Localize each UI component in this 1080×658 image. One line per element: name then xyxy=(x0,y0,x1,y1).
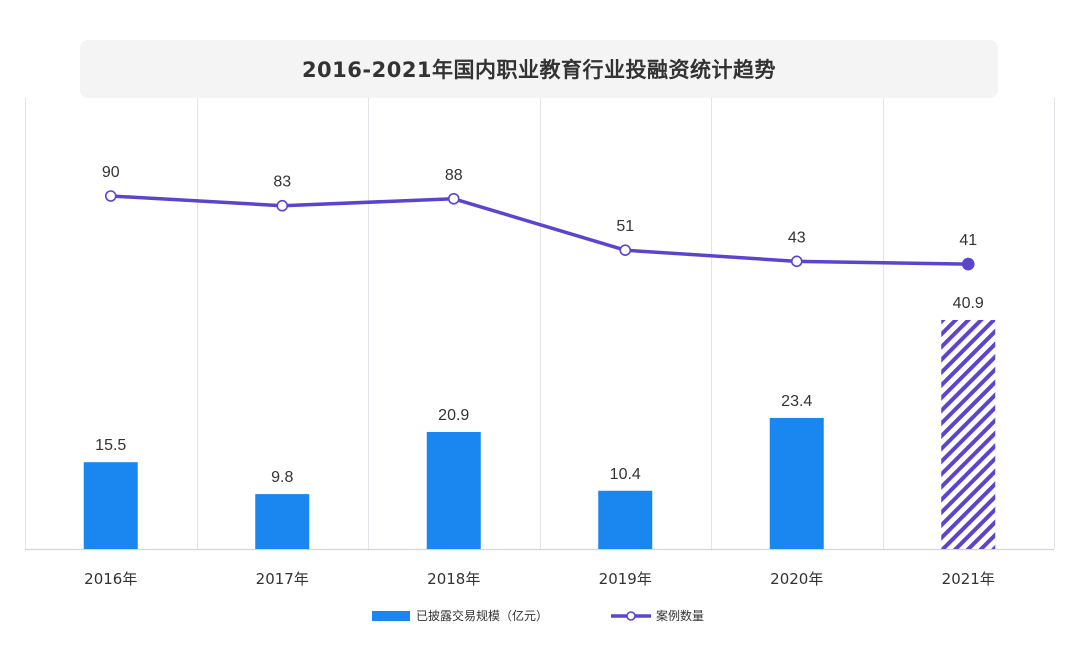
bar-value-label: 9.8 xyxy=(271,469,293,486)
legend-bar-label: 已披露交易规模（亿元） xyxy=(416,608,548,623)
bar-value-label: 15.5 xyxy=(95,437,126,454)
bar-2017年[interactable] xyxy=(255,494,310,549)
legend-bar-swatch xyxy=(372,611,410,621)
line-value-label: 41 xyxy=(959,232,977,249)
line-point-2021年[interactable] xyxy=(961,257,975,271)
x-tick-label: 2017年 xyxy=(256,570,309,588)
line-point-2017年[interactable] xyxy=(276,199,289,212)
bar-value-label: 20.9 xyxy=(438,407,469,424)
legend-line-label: 案例数量 xyxy=(656,608,704,623)
bar-2018年[interactable] xyxy=(426,431,481,549)
chart-title-bar: 2016-2021年国内职业教育行业投融资统计趋势 xyxy=(80,40,998,98)
x-tick-label: 2016年 xyxy=(84,570,137,588)
line-point-2016年[interactable] xyxy=(104,190,117,202)
bar-value-label: 40.9 xyxy=(953,295,984,312)
x-tick-label: 2021年 xyxy=(942,570,995,588)
bar-2021年[interactable] xyxy=(941,319,996,549)
line-point-2018年[interactable] xyxy=(447,192,460,205)
line-value-label: 83 xyxy=(273,174,291,191)
x-tick-label: 2019年 xyxy=(599,570,652,588)
line-point-2020年[interactable] xyxy=(790,255,803,268)
bar-value-label: 23.4 xyxy=(781,393,812,410)
legend-line-marker xyxy=(626,611,636,621)
chart-title: 2016-2021年国内职业教育行业投融资统计趋势 xyxy=(301,58,777,82)
x-tick-label: 2020年 xyxy=(770,570,823,588)
bar-2019年[interactable] xyxy=(598,490,653,549)
bar-value-label: 10.4 xyxy=(610,466,641,483)
bar-2016年[interactable] xyxy=(83,462,138,549)
line-value-label: 88 xyxy=(445,167,463,184)
line-value-label: 43 xyxy=(788,229,806,246)
line-point-2019年[interactable] xyxy=(619,244,632,257)
line-value-label: 51 xyxy=(616,218,634,235)
bar-2020年[interactable] xyxy=(769,417,824,549)
x-tick-label: 2018年 xyxy=(427,570,480,588)
line-value-label: 90 xyxy=(102,164,120,181)
case-count-line xyxy=(110,194,969,266)
